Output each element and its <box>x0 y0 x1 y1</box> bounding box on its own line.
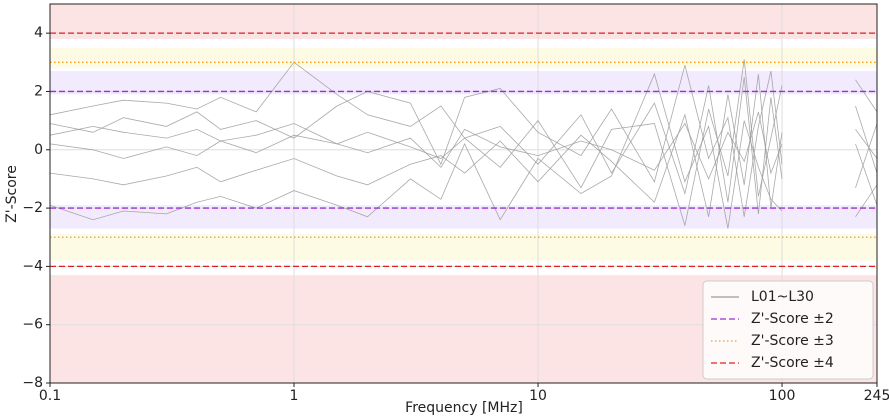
y-tick-label: −4 <box>22 258 43 274</box>
y-tick-label: −6 <box>22 317 43 333</box>
series-line <box>49 72 878 229</box>
series-line <box>49 59 878 226</box>
y-axis-label: Z'-Score <box>4 165 20 223</box>
series-line <box>49 65 878 217</box>
legend-label: L01~L30 <box>751 289 814 305</box>
legend-label: Z'-Score ±4 <box>751 355 834 371</box>
x-tick-label: 0.1 <box>39 388 61 404</box>
x-tick-label: 1 <box>290 388 299 404</box>
legend-label: Z'-Score ±3 <box>751 333 834 349</box>
y-tick-label: −8 <box>22 375 43 391</box>
series-line <box>49 111 878 180</box>
legend-label: Z'-Score ±2 <box>751 311 834 327</box>
band <box>50 47 877 69</box>
x-axis-label: Frequency [MHz] <box>405 400 523 416</box>
x-tick-label: 10 <box>529 388 547 404</box>
series-line <box>49 73 878 217</box>
plot-frame <box>49 3 878 384</box>
y-tick-label: 4 <box>34 25 43 41</box>
y-tick-label: 2 <box>34 83 43 99</box>
y-tick-label: −2 <box>22 200 43 216</box>
band <box>50 71 877 95</box>
x-tick-label: 100 <box>769 388 796 404</box>
x-tick-label: 245 <box>864 388 889 404</box>
band <box>50 234 877 261</box>
band <box>50 205 877 229</box>
legend-box <box>702 280 874 380</box>
y-tick-label: 0 <box>34 142 43 158</box>
